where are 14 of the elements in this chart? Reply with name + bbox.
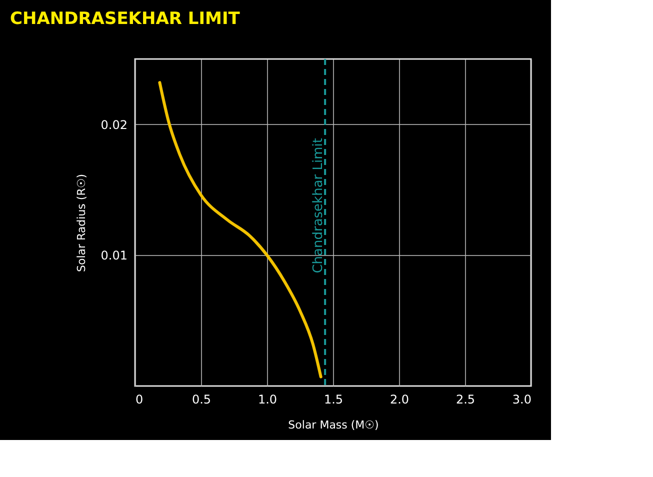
- y-tick-label: 0.01: [100, 248, 128, 263]
- x-tick-label: 3.0: [512, 392, 532, 406]
- x-tick-label: 1.5: [324, 392, 344, 406]
- x-axis-title: Solar Mass (M☉): [288, 418, 379, 432]
- chart-title: CHANDRASEKHAR LIMIT: [10, 9, 240, 29]
- x-tick-label: 2.5: [456, 392, 476, 406]
- y-axis-title: Solar Radius (R☉): [74, 174, 88, 272]
- x-tick-label: 0: [136, 392, 144, 406]
- x-tick-label: 1.0: [258, 392, 278, 406]
- x-tick-label: 0.5: [192, 392, 212, 406]
- y-tick-label: 0.02: [100, 118, 128, 132]
- line-series: [158, 81, 322, 378]
- x-tick-label: 2.0: [390, 392, 410, 406]
- ref-line-label: Chandrasekhar Limit: [311, 138, 326, 274]
